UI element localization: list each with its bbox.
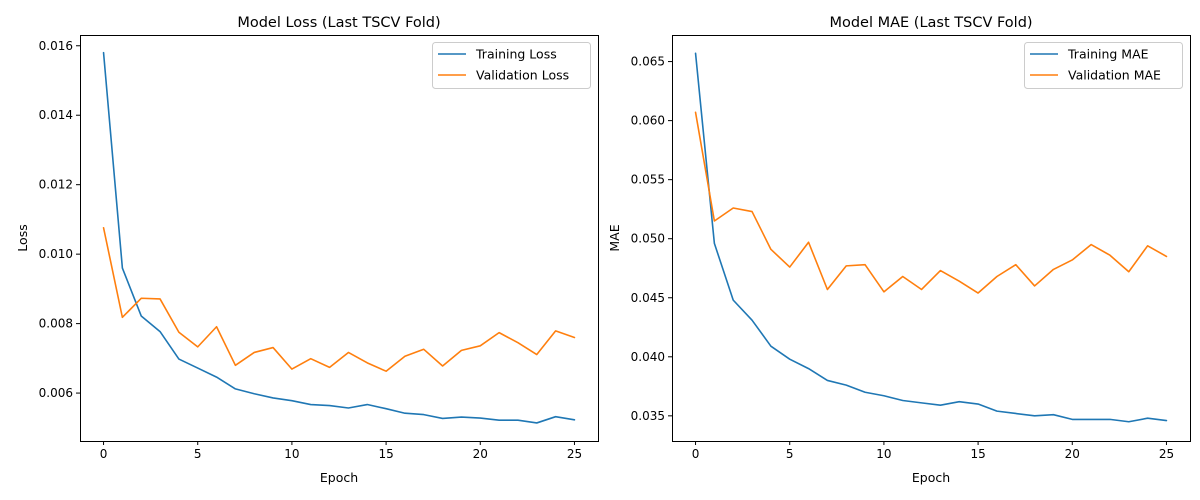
loss-legend-label-validation: Validation Loss: [476, 68, 569, 83]
mae-series-line-validation: [694, 111, 1168, 294]
mae-x-tick-label: 15: [970, 447, 985, 461]
mae-x-tick-label: 0: [692, 447, 700, 461]
loss-axes-frame: [80, 35, 599, 442]
mae-y-tick-label: 0.060: [631, 114, 665, 128]
loss-chart: Model Loss (Last TSCV Fold) 0 5 10 15 20 25 0.…: [15, 15, 599, 485]
loss-x-tick-label: 25: [567, 447, 582, 461]
loss-y-tick-label: 0.008: [39, 317, 73, 331]
loss-y-axis-label: Loss: [15, 224, 30, 251]
loss-x-tick-label: 0: [100, 447, 108, 461]
loss-legend-label-training: Training Loss: [475, 47, 557, 62]
loss-legend: Training Loss Validation Loss: [432, 42, 591, 89]
mae-y-tick-label: 0.065: [631, 55, 665, 69]
loss-y-tick-label: 0.016: [39, 39, 73, 53]
mae-x-tick-label: 5: [786, 447, 794, 461]
loss-x-tick-label: 15: [378, 447, 393, 461]
mae-chart: Model MAE (Last TSCV Fold) 0 5 10 15 20 25 0.0…: [607, 15, 1191, 485]
mae-legend-box: [1024, 42, 1183, 89]
loss-y-tick-label: 0.010: [39, 247, 73, 261]
mae-legend: Training MAE Validation MAE: [1024, 42, 1183, 89]
mae-y-axis-label: MAE: [607, 224, 622, 251]
loss-y-tick-label: 0.006: [39, 386, 73, 400]
mae-chart-title: Model MAE (Last TSCV Fold): [829, 15, 1032, 31]
mae-legend-label-validation: Validation MAE: [1068, 68, 1161, 83]
mae-y-tick-label: 0.040: [631, 350, 665, 364]
mae-series-line-training: [694, 52, 1168, 423]
mae-x-axis-label: Epoch: [912, 470, 950, 485]
loss-series-line-validation: [102, 226, 576, 372]
loss-plot-area: [102, 51, 576, 424]
mae-x-tick-label: 25: [1159, 447, 1174, 461]
loss-x-tick-label: 20: [473, 447, 488, 461]
loss-x-axis-label: Epoch: [320, 470, 358, 485]
mae-axes-frame: [672, 35, 1191, 442]
mae-y-tick-label: 0.050: [631, 232, 665, 246]
mae-y-tick-label: 0.045: [631, 291, 665, 305]
mae-y-tick-label: 0.035: [631, 409, 665, 423]
loss-x-tick-label: 5: [194, 447, 202, 461]
mae-legend-label-training: Training MAE: [1067, 47, 1149, 62]
mae-x-tick-label: 10: [876, 447, 891, 461]
loss-chart-title: Model Loss (Last TSCV Fold): [237, 15, 440, 31]
mae-plot-area: [694, 52, 1168, 423]
loss-y-tick-label: 0.014: [39, 108, 73, 122]
mae-ticks: 0 5 10 15 20 25 0.035 0.040 0.045 0.050 0.055 0.060…: [631, 55, 1174, 461]
loss-y-tick-label: 0.012: [39, 178, 73, 192]
loss-x-tick-label: 10: [284, 447, 299, 461]
loss-ticks: 0 5 10 15 20 25 0.006 0.008 0.010 0.012 0.014 0.016: [39, 39, 582, 461]
loss-legend-box: [432, 42, 591, 89]
loss-series-line-training: [102, 51, 576, 424]
mae-x-tick-label: 20: [1065, 447, 1080, 461]
mae-y-tick-label: 0.055: [631, 173, 665, 187]
